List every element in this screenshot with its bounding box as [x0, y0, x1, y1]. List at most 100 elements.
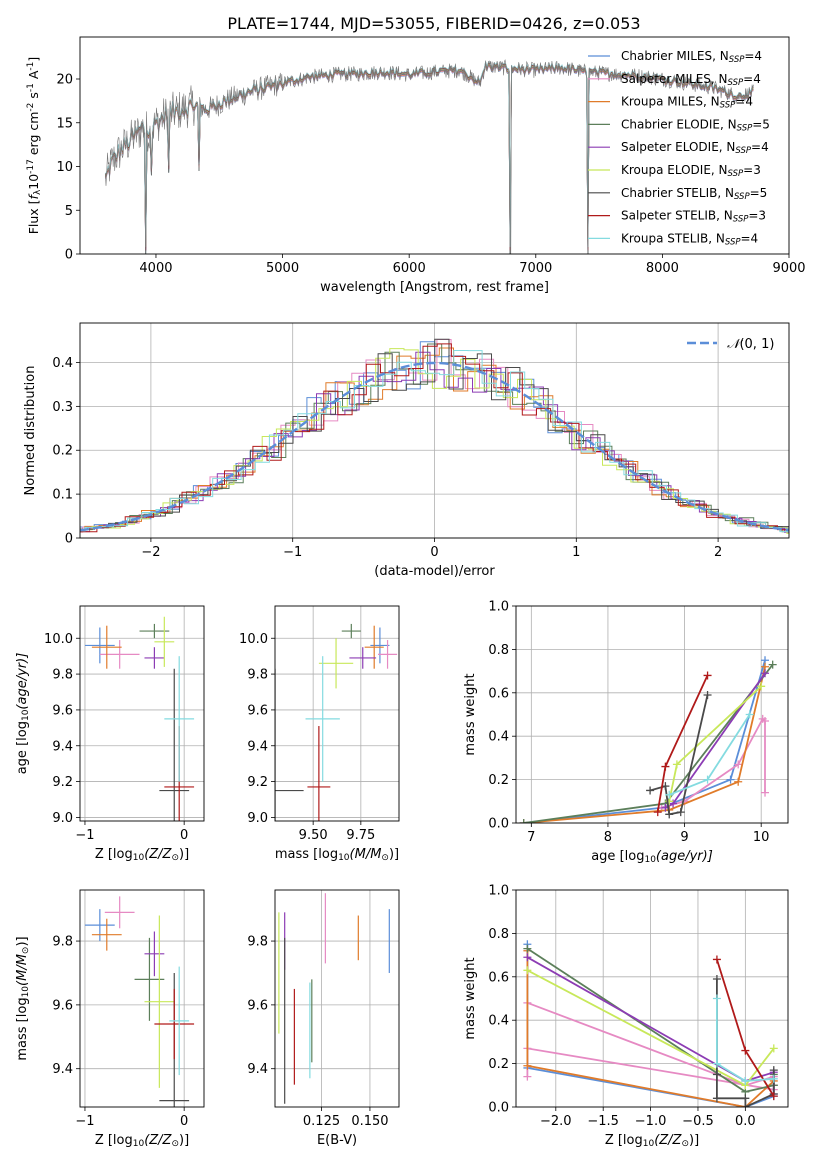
weight_vs_Z-frame [515, 889, 789, 1108]
errorbar-point [164, 656, 195, 782]
x-tick-label: −2 [141, 545, 160, 560]
mass_vs_Z-frame [79, 889, 205, 1108]
x-tick-label: −1.5 [587, 1114, 619, 1129]
x-tick-label: 9.75 [346, 828, 375, 843]
weight-marker [741, 1046, 750, 1055]
model-spectrum-line [104, 63, 754, 254]
y-tick-label: 9.2 [247, 775, 268, 790]
weight-marker [523, 953, 532, 962]
weight-marker [672, 760, 681, 769]
weight-marker [523, 966, 532, 975]
y-tick-label: 0 [65, 532, 73, 547]
age_vs_mass-frame [274, 605, 400, 822]
legend-entry: 𝒩(0, 1) [727, 337, 774, 352]
x-axis-label: mass [log10(M/M⊙)] [275, 847, 399, 863]
weight-marker [519, 819, 528, 823]
y-tick-label: 9.4 [52, 1062, 73, 1077]
y-tick-label: 15 [56, 116, 73, 131]
x-axis-label: Z [log10(Z/Z⊙)] [605, 1133, 699, 1149]
errorbar-point [84, 909, 115, 942]
y-axis-label: mass weight [463, 957, 478, 1039]
y-tick-label: 1.0 [488, 884, 509, 899]
y-tick-label: 9.6 [52, 998, 73, 1013]
residuals-axes: −2 −1 0 1 2 0 0.1 0.2 0.3 0.4 (data-model)/error No… [23, 322, 790, 579]
weight-marker [665, 810, 674, 819]
legend-entry: Chabrier MILES, NSSP=4 [621, 49, 762, 65]
x-tick-label: −2.0 [540, 1114, 572, 1129]
y-tick-label: 0.4 [52, 356, 73, 371]
weight_vs_age-lines [519, 656, 777, 823]
x-tick-label: −1.0 [635, 1114, 667, 1129]
errorbar-point [104, 896, 135, 929]
weight-marker [523, 944, 532, 953]
errorbar-point [91, 918, 122, 951]
errorbar-point [341, 623, 361, 639]
x-tick-label: 7000 [519, 261, 552, 276]
weight-line [661, 717, 766, 809]
x-axis-label: Z [log10(Z/Z⊙)] [95, 1133, 189, 1149]
histogram-step [80, 343, 789, 533]
weight-marker [768, 660, 777, 669]
x-axis-label: (data-model)/error [374, 564, 495, 579]
errorbar-point [91, 625, 122, 669]
x-tick-label: 2 [714, 545, 722, 560]
x-tick-label: 0.0 [735, 1114, 756, 1129]
y-tick-label: 9.6 [52, 703, 73, 718]
x-axis-label: wavelength [Angstrom, rest frame] [320, 280, 549, 295]
residuals-frame [79, 322, 790, 539]
weight-line [716, 998, 774, 1082]
weight-marker [761, 788, 770, 797]
y-tick-label: 0.0 [488, 1101, 509, 1116]
errorbar-point [349, 647, 377, 669]
legend-entry: Salpeter STELIB, NSSP=3 [621, 209, 766, 225]
x-axis-label: age [log10(age/yr)] [591, 849, 713, 865]
y-tick-label: 9.0 [52, 811, 73, 826]
errorbar-point [154, 616, 175, 667]
weight-line [526, 950, 775, 1107]
mass_vs_Z-points [84, 896, 195, 1107]
y-tick-label: 20 [56, 73, 73, 88]
errorbar-point [307, 726, 331, 821]
x-tick-label: 0 [180, 1114, 188, 1129]
y-tick-label: 9.2 [52, 775, 73, 790]
x-tick-label: −0.5 [682, 1114, 714, 1129]
weight-marker [653, 808, 662, 817]
x-tick-label: −1 [75, 1114, 94, 1129]
mass_vs_Z-axes: −1 0 9.4 9.6 9.8 Z [log10(Z/Z⊙)] mass [log10(M… [15, 889, 205, 1149]
y-tick-label: 1.0 [488, 600, 509, 615]
x-tick-label: 7 [527, 830, 535, 845]
weight-marker [712, 1070, 721, 1079]
histogram-step [80, 348, 789, 534]
weight-line [523, 660, 766, 823]
y-tick-label: 0.8 [488, 927, 509, 942]
data-spectrum-line [105, 59, 754, 254]
y-axis-label: Normed distribution [23, 366, 38, 496]
y-axis-label: mass [log10(M/M⊙)] [15, 936, 31, 1060]
age_vs_mass-points [275, 623, 398, 821]
x-tick-label: −1 [75, 828, 94, 843]
x-tick-label: 0.125 [303, 1114, 340, 1129]
legend-entry: Chabrier STELIB, NSSP=5 [621, 186, 767, 202]
age_vs_Z-points [84, 616, 195, 821]
y-tick-label: 9.4 [247, 739, 268, 754]
weight-marker [761, 669, 770, 678]
weight-marker [734, 760, 743, 769]
weight-marker [761, 717, 770, 726]
weight-marker [523, 1072, 532, 1081]
weight_vs_age-axes: 7 8 9 10 0.0 0.2 0.4 0.6 0.8 1.0 mass weight age [l… [463, 600, 789, 865]
weight-marker [745, 710, 754, 719]
weight_vs_age-frame [515, 605, 789, 824]
y-axis-label: age [log10(age/yr)] [15, 653, 31, 775]
weight-marker [741, 1094, 750, 1103]
model-spectrum-line [104, 62, 754, 254]
weight-marker [769, 1092, 778, 1101]
weight-marker [646, 786, 655, 795]
histogram-group [80, 338, 789, 534]
x-tick-label: −1 [283, 545, 302, 560]
errorbar-point [318, 638, 354, 689]
y-tick-label: 0.3 [52, 400, 73, 415]
errorbar-point [370, 627, 390, 664]
mass_vs_ebv-axes: 0.125 0.150 9.4 9.6 9.8 E(B-V) [247, 889, 400, 1148]
x-tick-label: 8000 [646, 261, 679, 276]
